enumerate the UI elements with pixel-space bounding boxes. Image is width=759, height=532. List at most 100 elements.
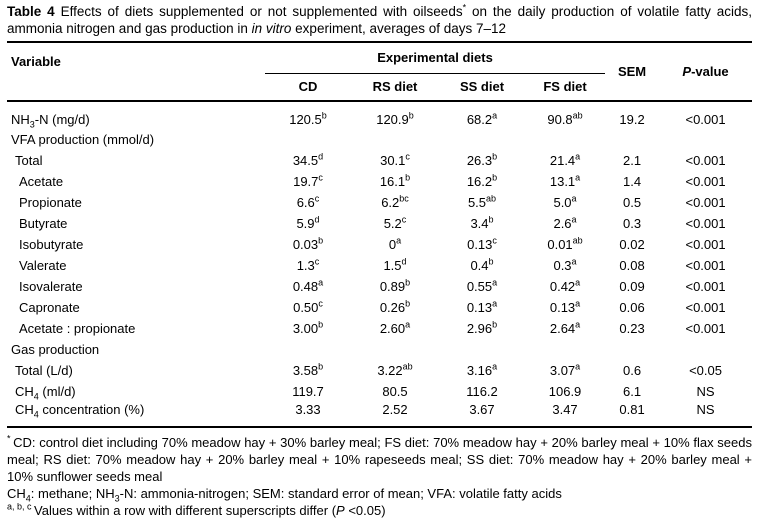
value-cell: 0.6: [623, 363, 642, 378]
value-cell: 0.48a: [292, 277, 324, 294]
row-label: Propionate: [19, 195, 82, 210]
header-row-group: Variable Experimental diets SEM P-value: [7, 42, 753, 102]
value-cell: 3.22ab: [377, 361, 413, 378]
value-cell: 5.5ab: [467, 193, 497, 210]
value-cell: <0.001: [685, 195, 726, 210]
table-row: Isovalerate 0.48a 0.89b 0.55a 0.42a 0.09 <0.00…: [7, 276, 752, 297]
column-header-variable: Variable: [7, 42, 265, 102]
value-cell: 0.13a: [549, 298, 581, 315]
caption-segment: in vitro: [251, 20, 292, 36]
table-body: NH3-N (mg/d) 120.5b 120.9b 68.2a 90.8ab 19.2 <…: [7, 101, 752, 427]
value-cell: 13.1a: [549, 172, 581, 189]
value-cell: 0.13a: [466, 298, 498, 315]
value-cell: 2.1: [623, 153, 642, 168]
value-cell: 0.08: [619, 258, 645, 273]
column-header-diet: SS diet: [439, 73, 525, 102]
value-cell: 3.47: [552, 402, 578, 417]
value-cell: 1.3c: [296, 256, 320, 273]
value-cell: 0.23: [619, 321, 645, 336]
value-cell: <0.001: [685, 153, 726, 168]
value-cell: 19.2: [619, 111, 645, 127]
value-cell: [351, 129, 439, 150]
value-cell: [525, 129, 605, 150]
caption-segment: on the daily production of volatile fatt…: [7, 4, 752, 36]
value-cell: 19.7c: [293, 172, 323, 189]
value-cell: 16.2b: [466, 172, 498, 189]
row-label: CH4 concentration (%): [15, 402, 145, 420]
value-cell: 3.07a: [549, 361, 581, 378]
row-label: Gas production: [11, 342, 100, 357]
value-cell: 0.42a: [549, 277, 581, 294]
column-header-diet: RS diet: [351, 73, 439, 102]
value-cell: 2.64a: [549, 319, 581, 336]
value-cell: 2.96b: [466, 319, 498, 336]
value-cell: 0.06: [619, 300, 645, 315]
value-cell: 0.01ab: [547, 235, 583, 252]
table-row: Butyrate 5.9d 5.2c 3.4b 2.6a 0.3 <0.001: [7, 213, 752, 234]
value-cell: 106.9: [548, 384, 582, 399]
paper-table-page: Table 4 Effects of diets supplemented or…: [7, 3, 753, 519]
table-row: Acetate 19.7c 16.1b 16.2b 13.1a 1.4 <0.001: [7, 171, 752, 192]
value-cell: 0.02: [619, 237, 645, 252]
value-cell: 2.60a: [379, 319, 411, 336]
value-cell: 0.5: [623, 195, 642, 210]
value-cell: 1.5d: [383, 256, 407, 273]
column-header-diet: CD: [265, 73, 351, 102]
value-cell: [605, 339, 659, 360]
value-cell: [659, 339, 752, 360]
value-cell: 3.00b: [292, 319, 324, 336]
table-caption: Table 4 Effects of diets supplemented or…: [7, 3, 752, 37]
column-group-experimental-diets: Experimental diets: [265, 42, 606, 74]
value-cell: [659, 129, 752, 150]
value-cell: 30.1c: [380, 151, 410, 168]
value-cell: 0.89b: [379, 277, 411, 294]
value-cell: [439, 129, 525, 150]
column-header-pvalue: P-value: [659, 42, 753, 102]
value-cell: 5.9d: [296, 214, 320, 231]
value-cell: <0.001: [685, 300, 726, 315]
value-cell: 5.2c: [383, 214, 407, 231]
value-cell: 90.8ab: [547, 110, 583, 127]
value-cell: 120.9b: [376, 110, 414, 127]
table-row: Total (L/d) 3.58b 3.22ab 3.16a 3.07a 0.6 <0.05: [7, 360, 752, 381]
value-cell: 0.4b: [470, 256, 494, 273]
table-row: Propionate 6.6c 6.2bc 5.5ab 5.0a 0.5 <0.001: [7, 192, 752, 213]
value-cell: 0a: [388, 235, 402, 252]
value-cell: <0.001: [685, 174, 726, 189]
header-row-diets: CD RS diet SS diet FS diet: [7, 73, 752, 102]
value-cell: 0.13c: [467, 235, 497, 252]
footnotes: * CD: control diet including 70% meadow …: [7, 434, 752, 519]
value-cell: 21.4a: [549, 151, 581, 168]
value-cell: 0.03b: [292, 235, 324, 252]
value-cell: 2.6a: [553, 214, 577, 231]
value-cell: 6.6c: [296, 193, 320, 210]
table-row: Capronate 0.50c 0.26b 0.13a 0.13a 0.06 <0.001: [7, 297, 752, 318]
value-cell: 68.2a: [466, 110, 498, 127]
value-cell: [439, 339, 525, 360]
row-label: Isobutyrate: [19, 237, 84, 252]
value-cell: 34.5d: [292, 151, 324, 168]
value-cell: 6.2bc: [381, 193, 409, 210]
footnote-line: CH4: methane; NH3-N: ammonia-nitrogen; S…: [7, 486, 562, 504]
value-cell: 0.55a: [466, 277, 498, 294]
table-row: NH3-N (mg/d) 120.5b 120.9b 68.2a 90.8ab 19.2 <…: [7, 101, 752, 129]
value-cell: 3.33: [295, 402, 321, 417]
footnote-line: a, b, c Values within a row with differe…: [7, 501, 386, 518]
footnote-line: * CD: control diet including 70% meadow …: [7, 433, 752, 484]
value-cell: NS: [696, 384, 715, 399]
value-cell: 0.3: [623, 216, 642, 231]
row-label: VFA production (mmol/d): [11, 132, 155, 147]
column-header-diet: FS diet: [525, 73, 606, 102]
caption-segment: Effects of diets supplemented or not sup…: [54, 4, 463, 19]
value-cell: 0.81: [619, 402, 645, 417]
results-table: Variable Experimental diets SEM P-value …: [7, 41, 753, 428]
value-cell: [351, 339, 439, 360]
row-label: NH3-N (mg/d): [11, 111, 90, 130]
value-cell: [525, 339, 605, 360]
row-label: Isovalerate: [19, 279, 83, 294]
row-label: Capronate: [19, 300, 80, 315]
table-header: Variable Experimental diets SEM P-value …: [7, 42, 753, 102]
value-cell: 5.0a: [553, 193, 577, 210]
row-label: Valerate: [19, 258, 67, 273]
table-row: Valerate 1.3c 1.5d 0.4b 0.3a 0.08 <0.001: [7, 255, 752, 276]
